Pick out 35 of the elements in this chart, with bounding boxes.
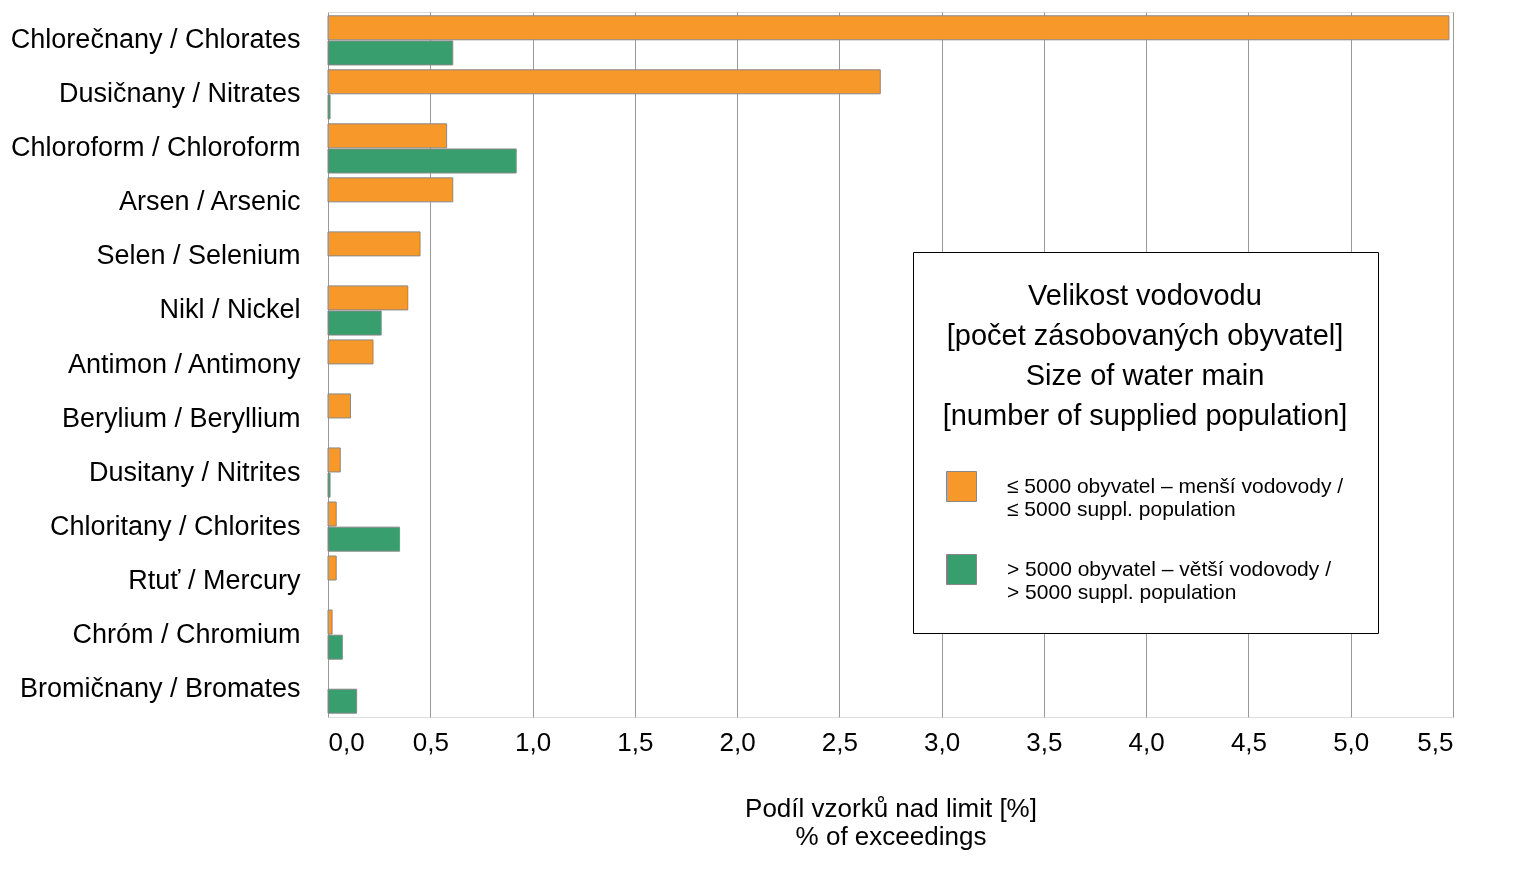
y-tick-label: Rtuť / Mercury — [128, 564, 301, 595]
y-tick-label: Nikl / Nickel — [159, 294, 301, 325]
legend-label: > 5000 obyvatel – větší vodovody / > 5000 suppl. population — [1007, 556, 1332, 603]
bar — [327, 339, 374, 365]
y-tick-label: Berylium / Beryllium — [61, 402, 301, 433]
x-tick-label: 5,0 — [1333, 726, 1370, 757]
y-tick-label: Dusitany / Nitrites — [88, 456, 301, 487]
x-tick-label: 3,0 — [924, 726, 961, 757]
x-tick-label: 4,0 — [1128, 726, 1165, 757]
x-axis-title: Podíl vzorků nad limit [%] % of exceedings — [745, 792, 1037, 851]
x-tick-label: 1,5 — [617, 726, 654, 757]
x-tick-label: 0,0 — [328, 726, 365, 757]
y-tick-label: Chloroform / Chloroform — [10, 132, 301, 163]
x-tick-label: 1,0 — [514, 726, 552, 757]
y-tick-label: Arsen / Arsenic — [118, 186, 301, 217]
y-tick-label: Bromičnany / Bromates — [19, 672, 301, 703]
x-tick-label: 2,0 — [719, 726, 756, 757]
y-tick-label: Selen / Selenium — [96, 240, 301, 271]
x-tick-label: 5,5 — [1417, 726, 1454, 757]
x-tick-label: 0,5 — [412, 726, 449, 757]
y-tick-label: Antimon / Antimony — [67, 348, 301, 379]
bar — [327, 177, 454, 203]
bar — [327, 555, 337, 581]
y-tick-label: Chlorečnany / Chlorates — [10, 24, 301, 55]
x-tick-label: 3,5 — [1026, 726, 1063, 757]
bar — [327, 393, 351, 419]
x-tick-label: 4,5 — [1230, 726, 1268, 757]
y-tick-label: Chloritany / Chlorites — [49, 510, 301, 541]
legend-label: ≤ 5000 obyvatel – menší vodovody / ≤ 5000 suppl. population — [1007, 473, 1344, 520]
legend-title: Velikost vodovodu [počet zásobovaných obyvatel] Size of water main [number of supplied population] — [942, 279, 1348, 431]
bar — [327, 688, 358, 714]
y-tick-label: Chróm / Chromium — [72, 618, 301, 649]
y-tick-label: Dusičnany / Nitrates — [58, 78, 301, 109]
bar — [327, 231, 421, 257]
x-tick-label: 2,5 — [821, 726, 858, 757]
